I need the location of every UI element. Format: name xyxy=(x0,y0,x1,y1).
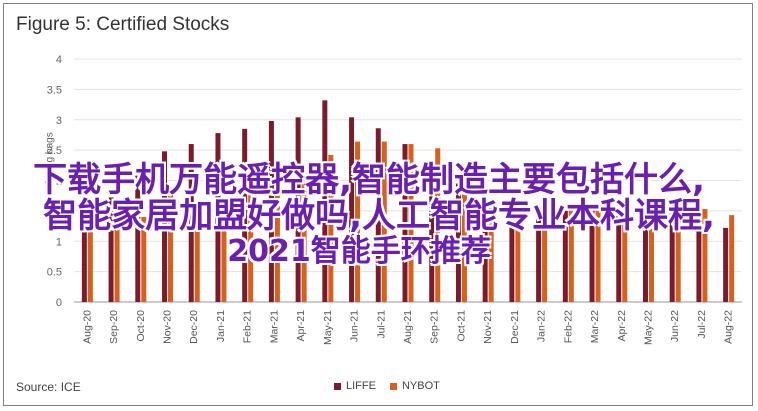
bar-nybot xyxy=(542,210,548,302)
bar-liffe xyxy=(81,196,87,302)
x-tick-label: Mar-21 xyxy=(268,310,280,343)
bar-liffe xyxy=(696,203,702,302)
bar-nybot xyxy=(355,141,361,302)
bar-nybot xyxy=(622,210,628,302)
bar-liffe xyxy=(616,210,622,302)
bar-nybot xyxy=(87,210,93,302)
x-tick-label: Apr-21 xyxy=(295,310,307,342)
bar-liffe xyxy=(108,197,114,302)
bar-liffe xyxy=(375,128,381,302)
legend: LIFFE NYBOT xyxy=(334,380,440,392)
bar-nybot xyxy=(194,210,200,302)
x-tick-label: Sep-21 xyxy=(429,310,441,344)
chart-title: Figure 5: Certified Stocks xyxy=(16,14,230,35)
bar-liffe xyxy=(162,151,168,302)
bar-liffe xyxy=(322,100,328,302)
bar-nybot xyxy=(168,192,174,302)
bar-nybot xyxy=(568,210,574,302)
x-tick-label: Aug-20 xyxy=(81,310,93,344)
bar-liffe xyxy=(295,117,301,302)
bar-nybot xyxy=(702,209,708,302)
legend-item-liffe: LIFFE xyxy=(334,380,376,392)
bar-liffe xyxy=(723,227,729,302)
y-tick-label: 4 xyxy=(56,54,62,66)
bar-liffe xyxy=(589,210,595,302)
x-tick-label: Jul-21 xyxy=(375,310,387,339)
bar-nybot xyxy=(515,210,521,302)
y-tick-label: 2.5 xyxy=(47,145,62,157)
bar-liffe xyxy=(402,144,408,302)
x-tick-label: Feb-22 xyxy=(562,310,574,343)
y-tick-label: 2 xyxy=(56,176,62,188)
bar-liffe xyxy=(349,117,355,302)
chart-frame: Figure 5: Certified Stocks millions of 6… xyxy=(3,3,753,406)
x-tick-label: Nov-21 xyxy=(482,310,494,344)
bar-liffe xyxy=(482,204,488,302)
x-tick-label: Sep-20 xyxy=(108,310,120,344)
y-tick-label: 0.5 xyxy=(47,267,62,279)
legend-label-liffe: LIFFE xyxy=(346,380,376,392)
bar-nybot xyxy=(381,141,387,302)
x-tick-label: Jan-21 xyxy=(215,310,227,342)
bar-nybot xyxy=(301,173,307,302)
y-tick-label: 1 xyxy=(56,236,62,248)
bar-liffe xyxy=(215,133,221,302)
x-tick-label: Jun-22 xyxy=(669,310,681,342)
x-tick-label: Oct-21 xyxy=(455,310,467,342)
bar-liffe xyxy=(536,210,542,302)
legend-swatch-liffe xyxy=(334,382,341,390)
legend-swatch-nybot xyxy=(389,382,397,390)
bar-liffe xyxy=(135,175,141,302)
y-tick-label: 3 xyxy=(56,115,62,127)
x-tick-label: Mar-22 xyxy=(589,310,601,343)
bar-nybot xyxy=(729,215,735,302)
x-tick-label: Feb-21 xyxy=(242,310,254,343)
y-tick-label: 1.5 xyxy=(47,206,62,218)
bar-liffe xyxy=(669,210,675,302)
bar-nybot xyxy=(328,154,334,302)
bar-liffe xyxy=(455,183,461,302)
plot-area: 0 0.5 1 1.5 2 2.5 3 3.5 4 Aug-20 Sep-20 Oct-20 Nov-2… xyxy=(47,54,742,345)
bar-nybot xyxy=(248,190,254,302)
bar-liffe xyxy=(509,210,515,302)
x-tick-label: Jul-22 xyxy=(696,310,708,339)
source-note: Source: ICE xyxy=(16,380,81,394)
bar-liffe xyxy=(242,128,248,302)
bar-nybot xyxy=(408,144,414,302)
x-tick-label: Aug-21 xyxy=(402,310,414,344)
bar-nybot xyxy=(595,210,601,302)
bar-liffe xyxy=(642,210,648,302)
bar-nybot xyxy=(435,148,441,302)
bar-liffe xyxy=(188,144,194,302)
bar-liffe xyxy=(562,210,568,302)
x-tick-label: Apr-22 xyxy=(616,310,628,342)
bar-nybot xyxy=(488,207,494,302)
x-tick-label: Dec-20 xyxy=(188,310,200,344)
x-tick-label: Jan-22 xyxy=(536,310,548,342)
x-tick-label: Dec-21 xyxy=(509,310,521,344)
bar-nybot xyxy=(461,180,467,302)
bar-nybot xyxy=(648,210,654,302)
x-tick-label: Aug-22 xyxy=(723,310,735,344)
x-tick-label: May-21 xyxy=(322,310,334,345)
bar-nybot xyxy=(675,210,681,302)
bar-nybot xyxy=(221,210,227,302)
legend-label-nybot: NYBOT xyxy=(401,380,440,392)
bar-nybot xyxy=(141,216,147,302)
bar-nybot xyxy=(274,183,280,302)
bar-liffe xyxy=(429,170,435,302)
x-tick-label: Jun-21 xyxy=(349,310,361,342)
bar-nybot xyxy=(114,216,120,302)
x-tick-label: May-22 xyxy=(642,310,654,345)
legend-item-nybot: NYBOT xyxy=(389,380,440,392)
y-tick-label: 0 xyxy=(56,297,62,309)
x-tick-label: Nov-20 xyxy=(162,310,174,344)
x-tick-label: Oct-20 xyxy=(135,310,147,342)
y-tick-label: 3.5 xyxy=(47,84,62,96)
bar-liffe xyxy=(268,120,274,302)
